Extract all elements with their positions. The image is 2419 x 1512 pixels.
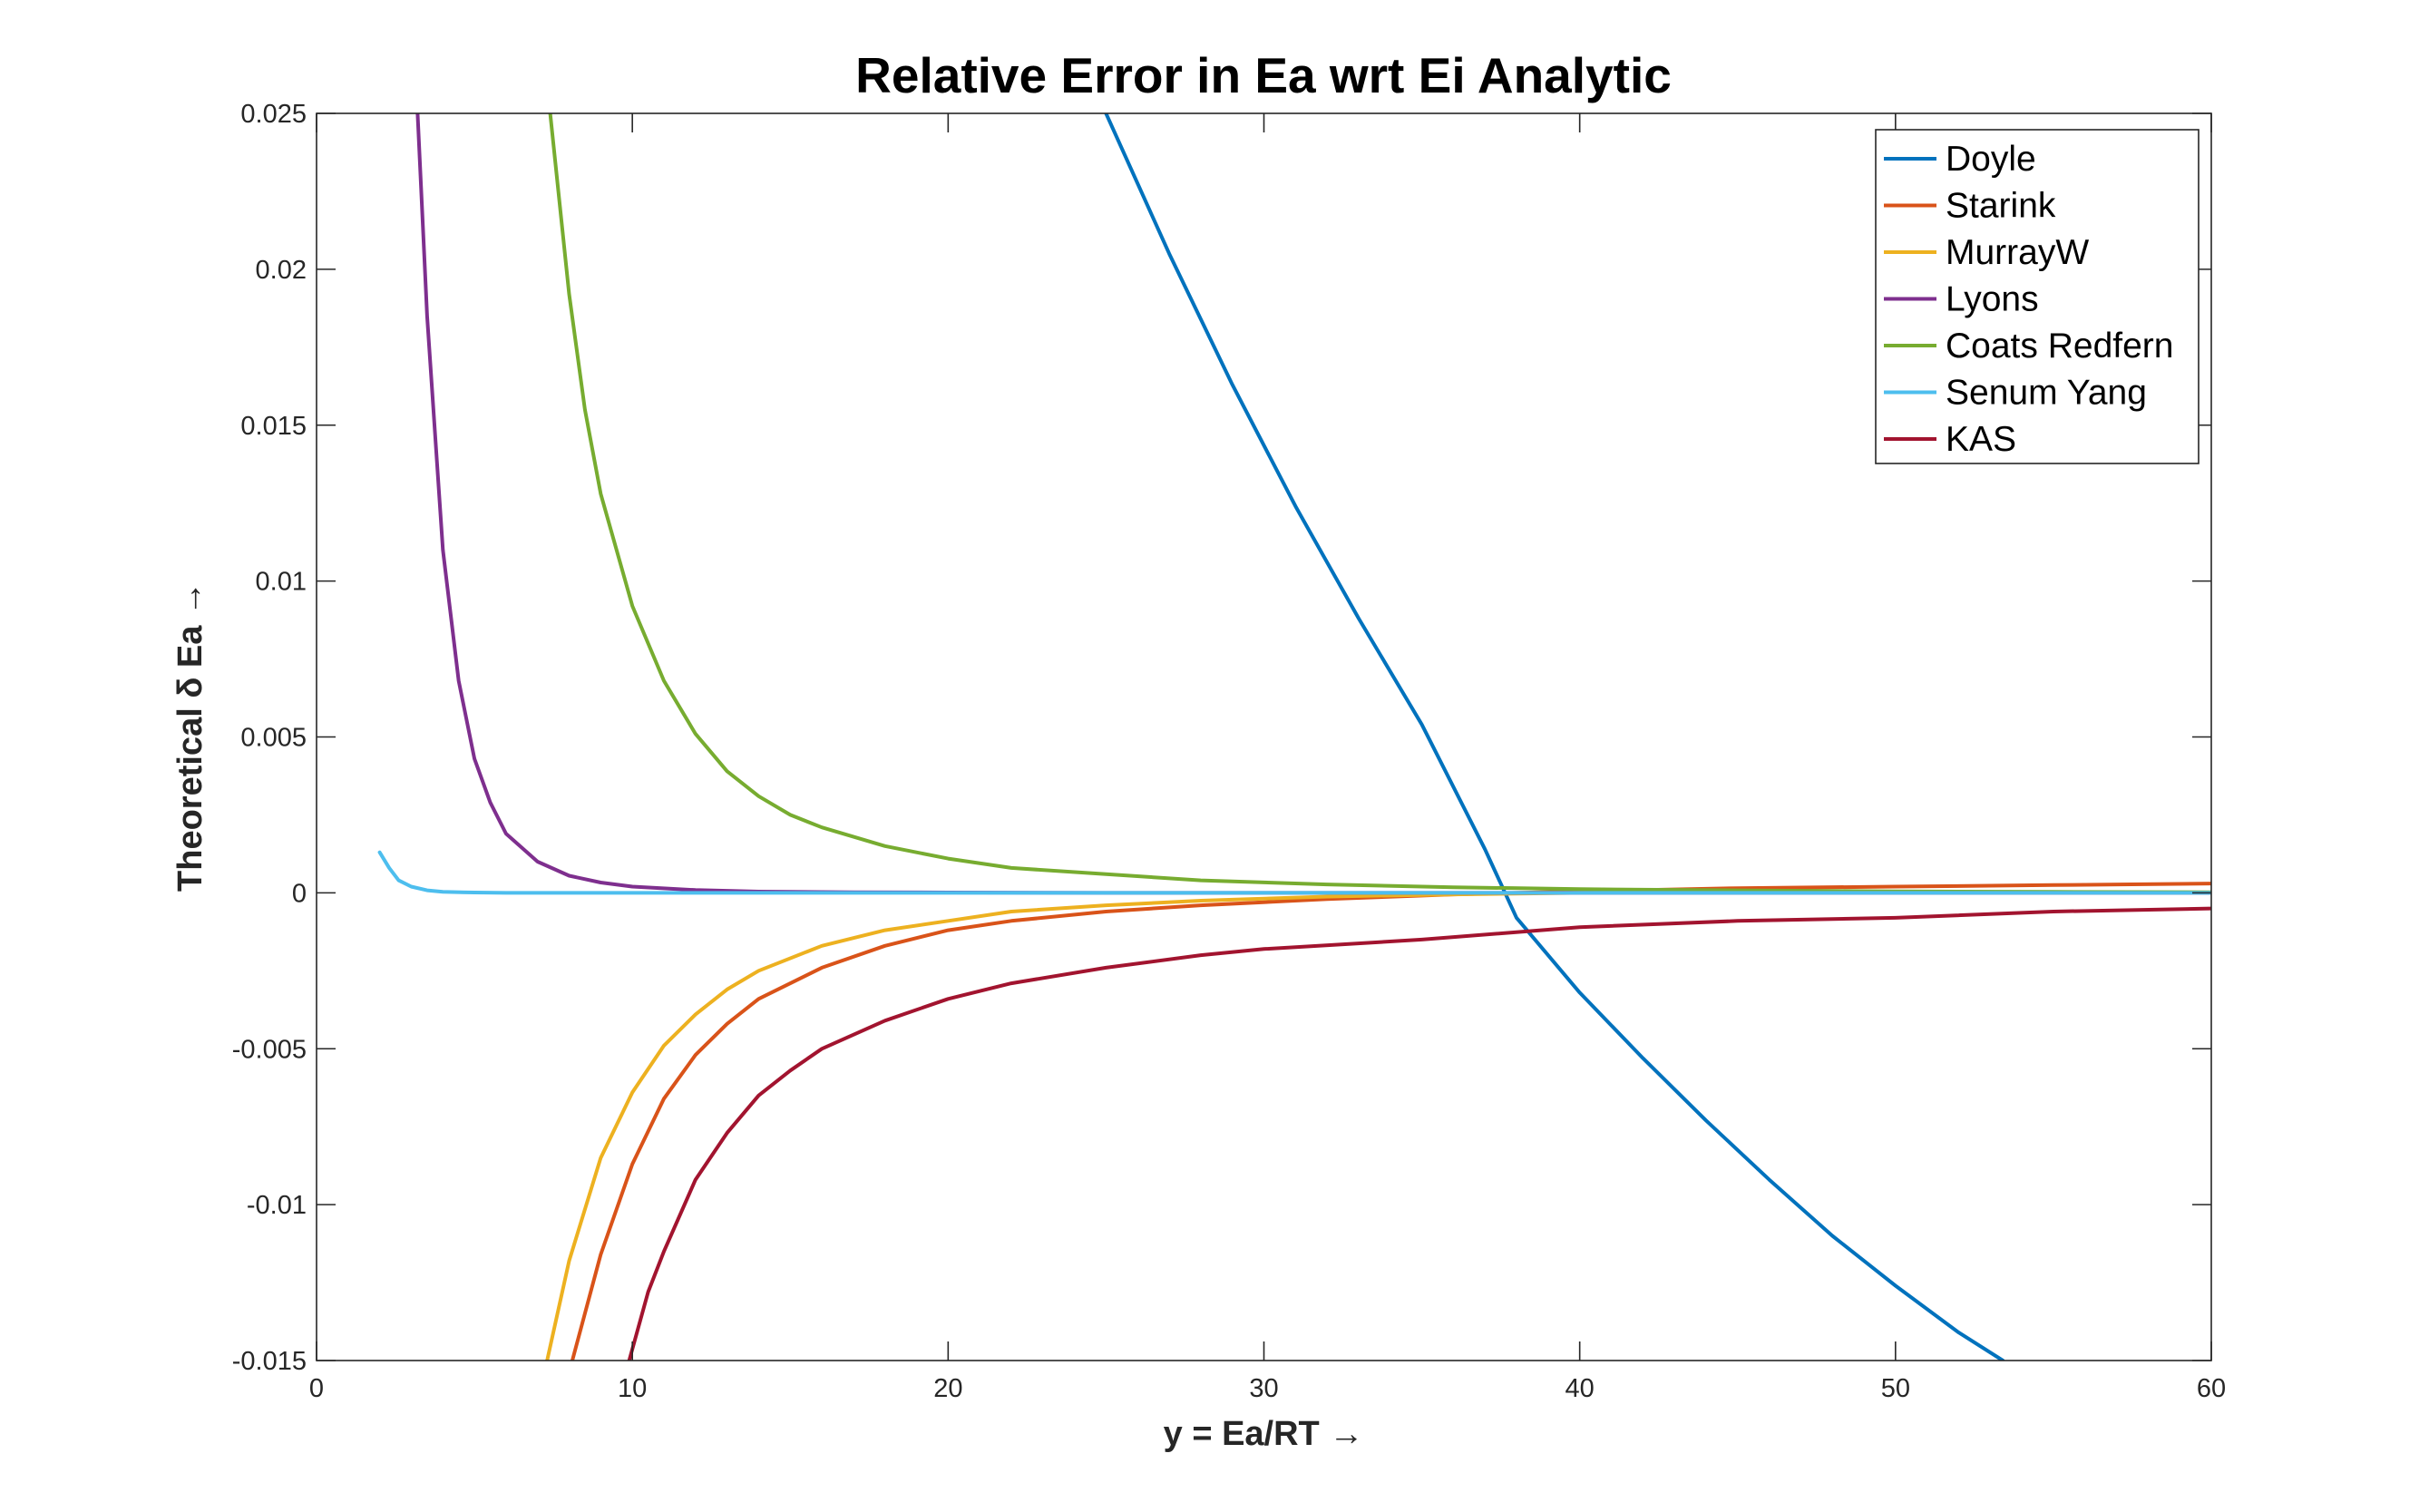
x-axis-label: y = Ea/RT →	[1164, 1415, 1364, 1453]
y-tick-label: 0.015	[240, 412, 307, 441]
x-tick-label: 50	[1881, 1374, 1910, 1403]
x-tick-label: 60	[2197, 1374, 2226, 1403]
y-tick-label: -0.015	[232, 1347, 307, 1376]
y-tick-label: 0.02	[256, 256, 307, 285]
series-layer	[377, 113, 2211, 1361]
tick-layer: 0 10 20 30 40 50 60 -0.015 -0.01 -0.005 0 0.005 0.01…	[232, 100, 2226, 1403]
legend-box	[1875, 129, 2200, 464]
y-tick-label: -0.005	[232, 1035, 307, 1064]
chart-title: Relative Error in Ea wrt Ei Analytic	[855, 47, 1672, 103]
legend: Doyle Starink MurrayW Lyons Coats Redfern Sen…	[1875, 129, 2200, 464]
legend-label: MurrayW	[1946, 233, 2089, 272]
y-tick-label: 0	[292, 879, 307, 908]
legend-label: KAS	[1946, 420, 2016, 459]
series-line-senum-yang	[377, 850, 2211, 895]
x-tick-label: 0	[309, 1374, 324, 1403]
series-line-doyle	[1104, 113, 2005, 1361]
y-tick-label: 0.01	[256, 568, 307, 597]
legend-label: Doyle	[1946, 140, 2036, 179]
series-line-kas	[627, 906, 2211, 1361]
legend-label: Senum Yang	[1946, 374, 2147, 413]
legend-label: Lyons	[1946, 280, 2039, 319]
x-tick-label: 10	[618, 1374, 647, 1403]
y-tick-label: -0.01	[247, 1191, 307, 1220]
y-tick-label: 0.005	[240, 724, 307, 753]
x-tick-label: 30	[1249, 1374, 1278, 1403]
y-axis-label: Theoretical δ Ea →	[171, 581, 210, 892]
y-tick-label: 0.025	[240, 100, 307, 129]
x-tick-label: 20	[933, 1374, 962, 1403]
x-tick-label: 40	[1566, 1374, 1595, 1403]
legend-label: Starink	[1946, 187, 2056, 226]
legend-label: Coats Redfern	[1946, 327, 2173, 366]
series-line-coats-redfern	[548, 113, 2211, 894]
